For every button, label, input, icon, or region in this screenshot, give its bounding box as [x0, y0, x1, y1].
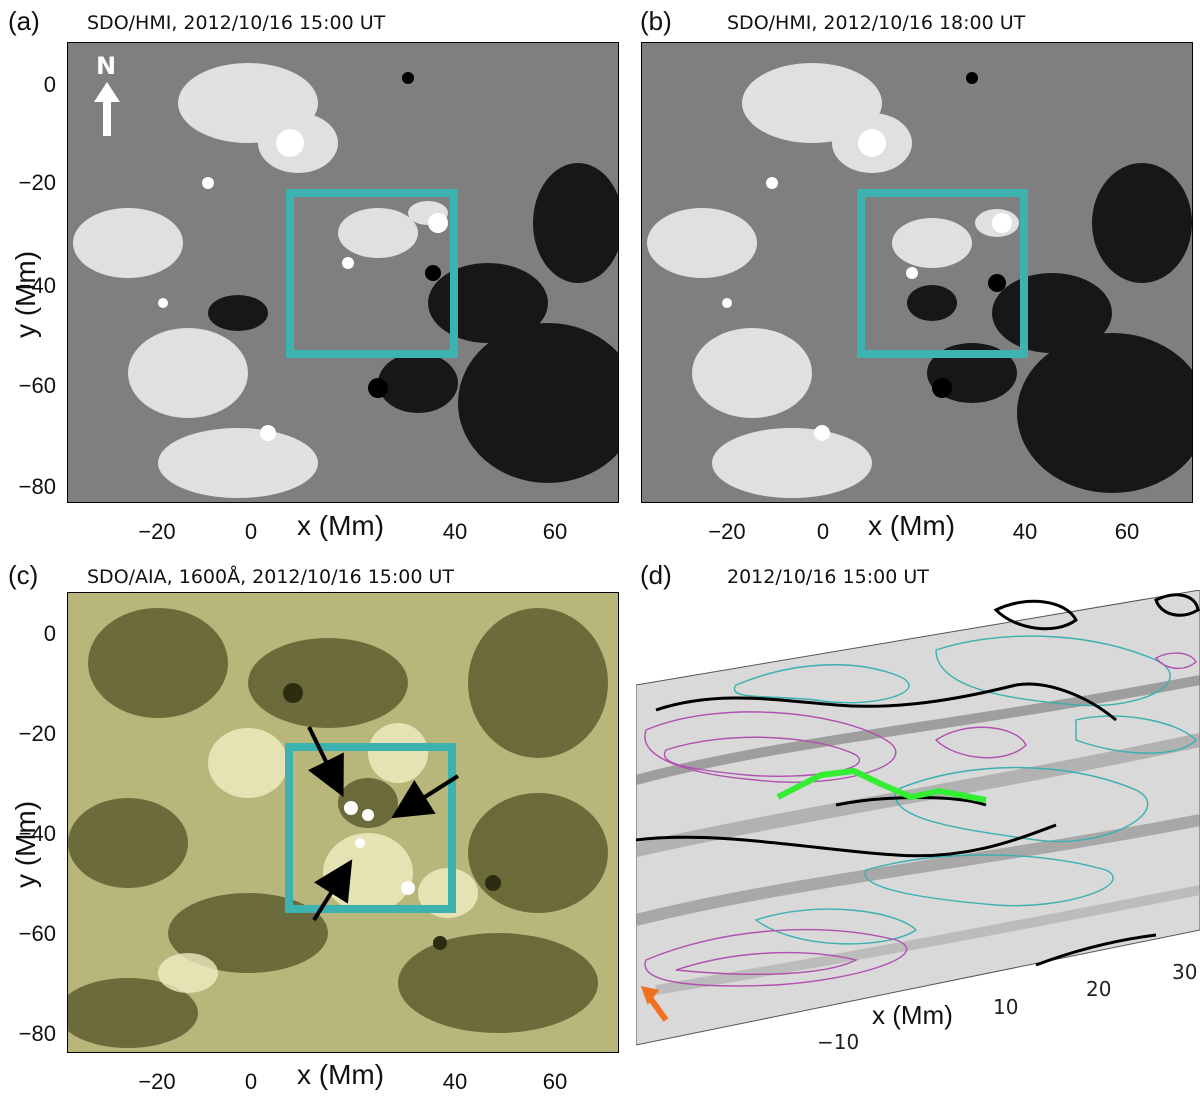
panel-c-caption: SDO/AIA, 1600Å, 2012/10/16 15:00 UT [87, 566, 455, 588]
panel-c-xtick: 60 [542, 1069, 568, 1094]
panel-c-ylabel: y (Mm) [10, 800, 41, 888]
panel-a-ytick: −60 [18, 373, 56, 398]
up-arrow-icon [94, 82, 120, 136]
panel-c-xtick: 0 [244, 1069, 258, 1094]
orange-arrow-icon [640, 985, 669, 1022]
panel-b-xtick: 0 [816, 519, 830, 544]
panel-a-xlabel: x (Mm) [297, 510, 385, 541]
north-label: N [96, 52, 117, 80]
panel-c-ytick: −60 [18, 921, 56, 946]
panel-d-xlabel: x (Mm) [872, 1000, 953, 1030]
panel-a-ytick: 0 [43, 72, 56, 97]
panel-a-label: (a) [8, 6, 40, 36]
panel-c-ytick: 0 [43, 621, 56, 646]
panel-a-xtick: 0 [244, 519, 258, 544]
black-arrow-icon [307, 726, 460, 922]
panel-c-ytick: −80 [18, 1021, 56, 1046]
panel-c-ytick: −20 [18, 721, 56, 746]
panel-b-xlabel: x (Mm) [868, 510, 956, 541]
panel-d-xtick: 20 [1086, 977, 1112, 1001]
panel-d-xtick: 30 [1172, 960, 1198, 984]
panel-b-caption: SDO/HMI, 2012/10/16 18:00 UT [727, 12, 1026, 34]
panel-d-xtick: −10 [817, 1030, 860, 1054]
panel-a-caption: SDO/HMI, 2012/10/16 15:00 UT [87, 12, 386, 34]
panel-a-ytick: −40 [18, 273, 56, 298]
panel-a-roi-box [286, 189, 458, 358]
panel-a-xtick: 60 [542, 519, 568, 544]
panel-b-roi-box [857, 189, 1028, 358]
panel-c-label: (c) [8, 560, 39, 590]
panel-a-hmi-magnetogram [67, 42, 619, 503]
panel-c-xlabel: x (Mm) [297, 1059, 385, 1090]
panel-d-caption: 2012/10/16 15:00 UT [727, 566, 929, 588]
panel-d-3d-field-rendering [636, 590, 1200, 1046]
panel-a-ytick: −80 [18, 474, 56, 499]
panel-b-xtick: 60 [1114, 519, 1140, 544]
panel-a-xtick: 40 [442, 519, 468, 544]
panel-a-ytick: −20 [18, 170, 56, 195]
panel-c-xtick: 40 [442, 1069, 468, 1094]
panel-a-xtick: −20 [138, 519, 176, 544]
panel-c-xtick: −20 [138, 1069, 176, 1094]
panel-b-label: (b) [640, 6, 672, 36]
panel-d-xtick: 10 [993, 995, 1019, 1019]
flux-rope-curve [776, 768, 987, 803]
panel-d-label: (d) [640, 560, 672, 590]
panel-b-hmi-magnetogram [641, 42, 1193, 503]
panel-b-xtick: −20 [708, 519, 746, 544]
panel-c-aia-1600-image [67, 592, 619, 1053]
panel-c-ytick: −40 [18, 821, 56, 846]
panel-a-ylabel: y (Mm) [10, 250, 41, 338]
panel-b-xtick: 40 [1012, 519, 1038, 544]
panel-c-roi-box [285, 743, 456, 913]
